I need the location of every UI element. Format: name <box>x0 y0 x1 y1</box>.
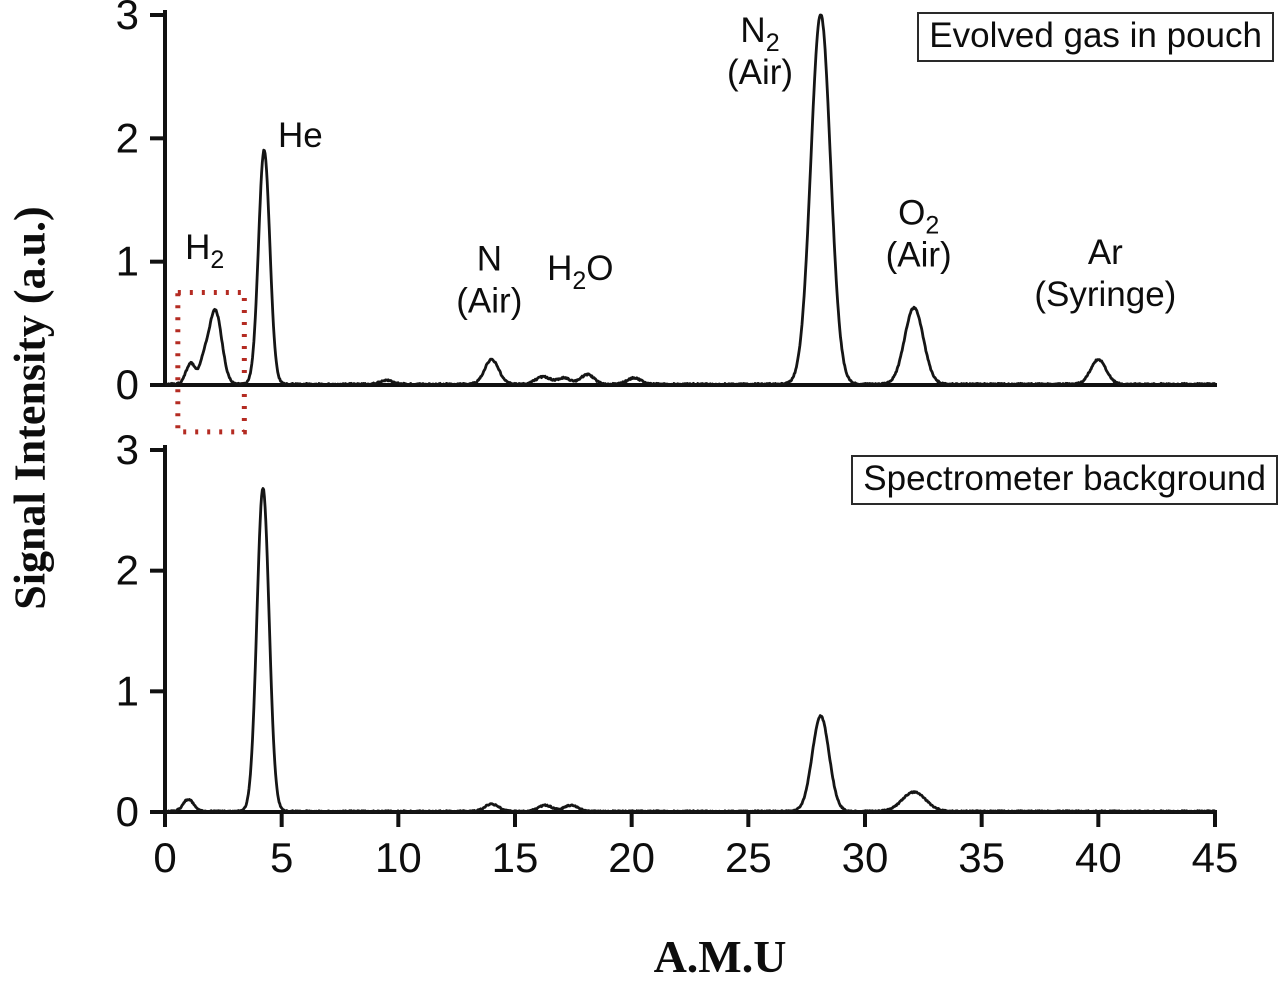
y-axis-title: Signal Intensity (a.u.) <box>5 206 55 610</box>
svg-text:25: 25 <box>725 834 772 881</box>
svg-text:(Air): (Air) <box>727 53 793 92</box>
svg-text:2: 2 <box>116 114 139 161</box>
legend-evolved-gas-in-pouch: Evolved gas in pouch <box>917 12 1274 62</box>
svg-text:(Syringe): (Syringe) <box>1034 275 1176 314</box>
x-axis-title: A.M.U <box>653 931 787 982</box>
svg-text:1: 1 <box>116 667 139 714</box>
svg-text:Ar: Ar <box>1088 233 1123 272</box>
legend-spectrometer-background: Spectrometer background <box>851 455 1278 505</box>
svg-text:0: 0 <box>116 788 139 835</box>
svg-text:H2: H2 <box>185 228 224 274</box>
svg-text:10: 10 <box>375 834 422 881</box>
svg-text:3: 3 <box>116 0 139 38</box>
svg-text:(Air): (Air) <box>886 236 952 275</box>
svg-text:3: 3 <box>116 426 139 473</box>
svg-text:H2O: H2O <box>547 249 613 295</box>
svg-text:0: 0 <box>116 361 139 408</box>
svg-text:2: 2 <box>116 547 139 594</box>
svg-text:15: 15 <box>492 834 539 881</box>
svg-text:O2: O2 <box>898 194 939 240</box>
svg-text:N: N <box>477 239 502 278</box>
svg-text:He: He <box>278 116 323 155</box>
svg-text:0: 0 <box>153 834 176 881</box>
svg-text:45: 45 <box>1192 834 1239 881</box>
svg-text:N2: N2 <box>740 11 779 57</box>
svg-text:20: 20 <box>608 834 655 881</box>
svg-text:30: 30 <box>842 834 889 881</box>
svg-text:40: 40 <box>1075 834 1122 881</box>
svg-text:5: 5 <box>270 834 293 881</box>
svg-text:1: 1 <box>116 238 139 285</box>
svg-text:35: 35 <box>958 834 1005 881</box>
svg-text:(Air): (Air) <box>456 281 522 320</box>
